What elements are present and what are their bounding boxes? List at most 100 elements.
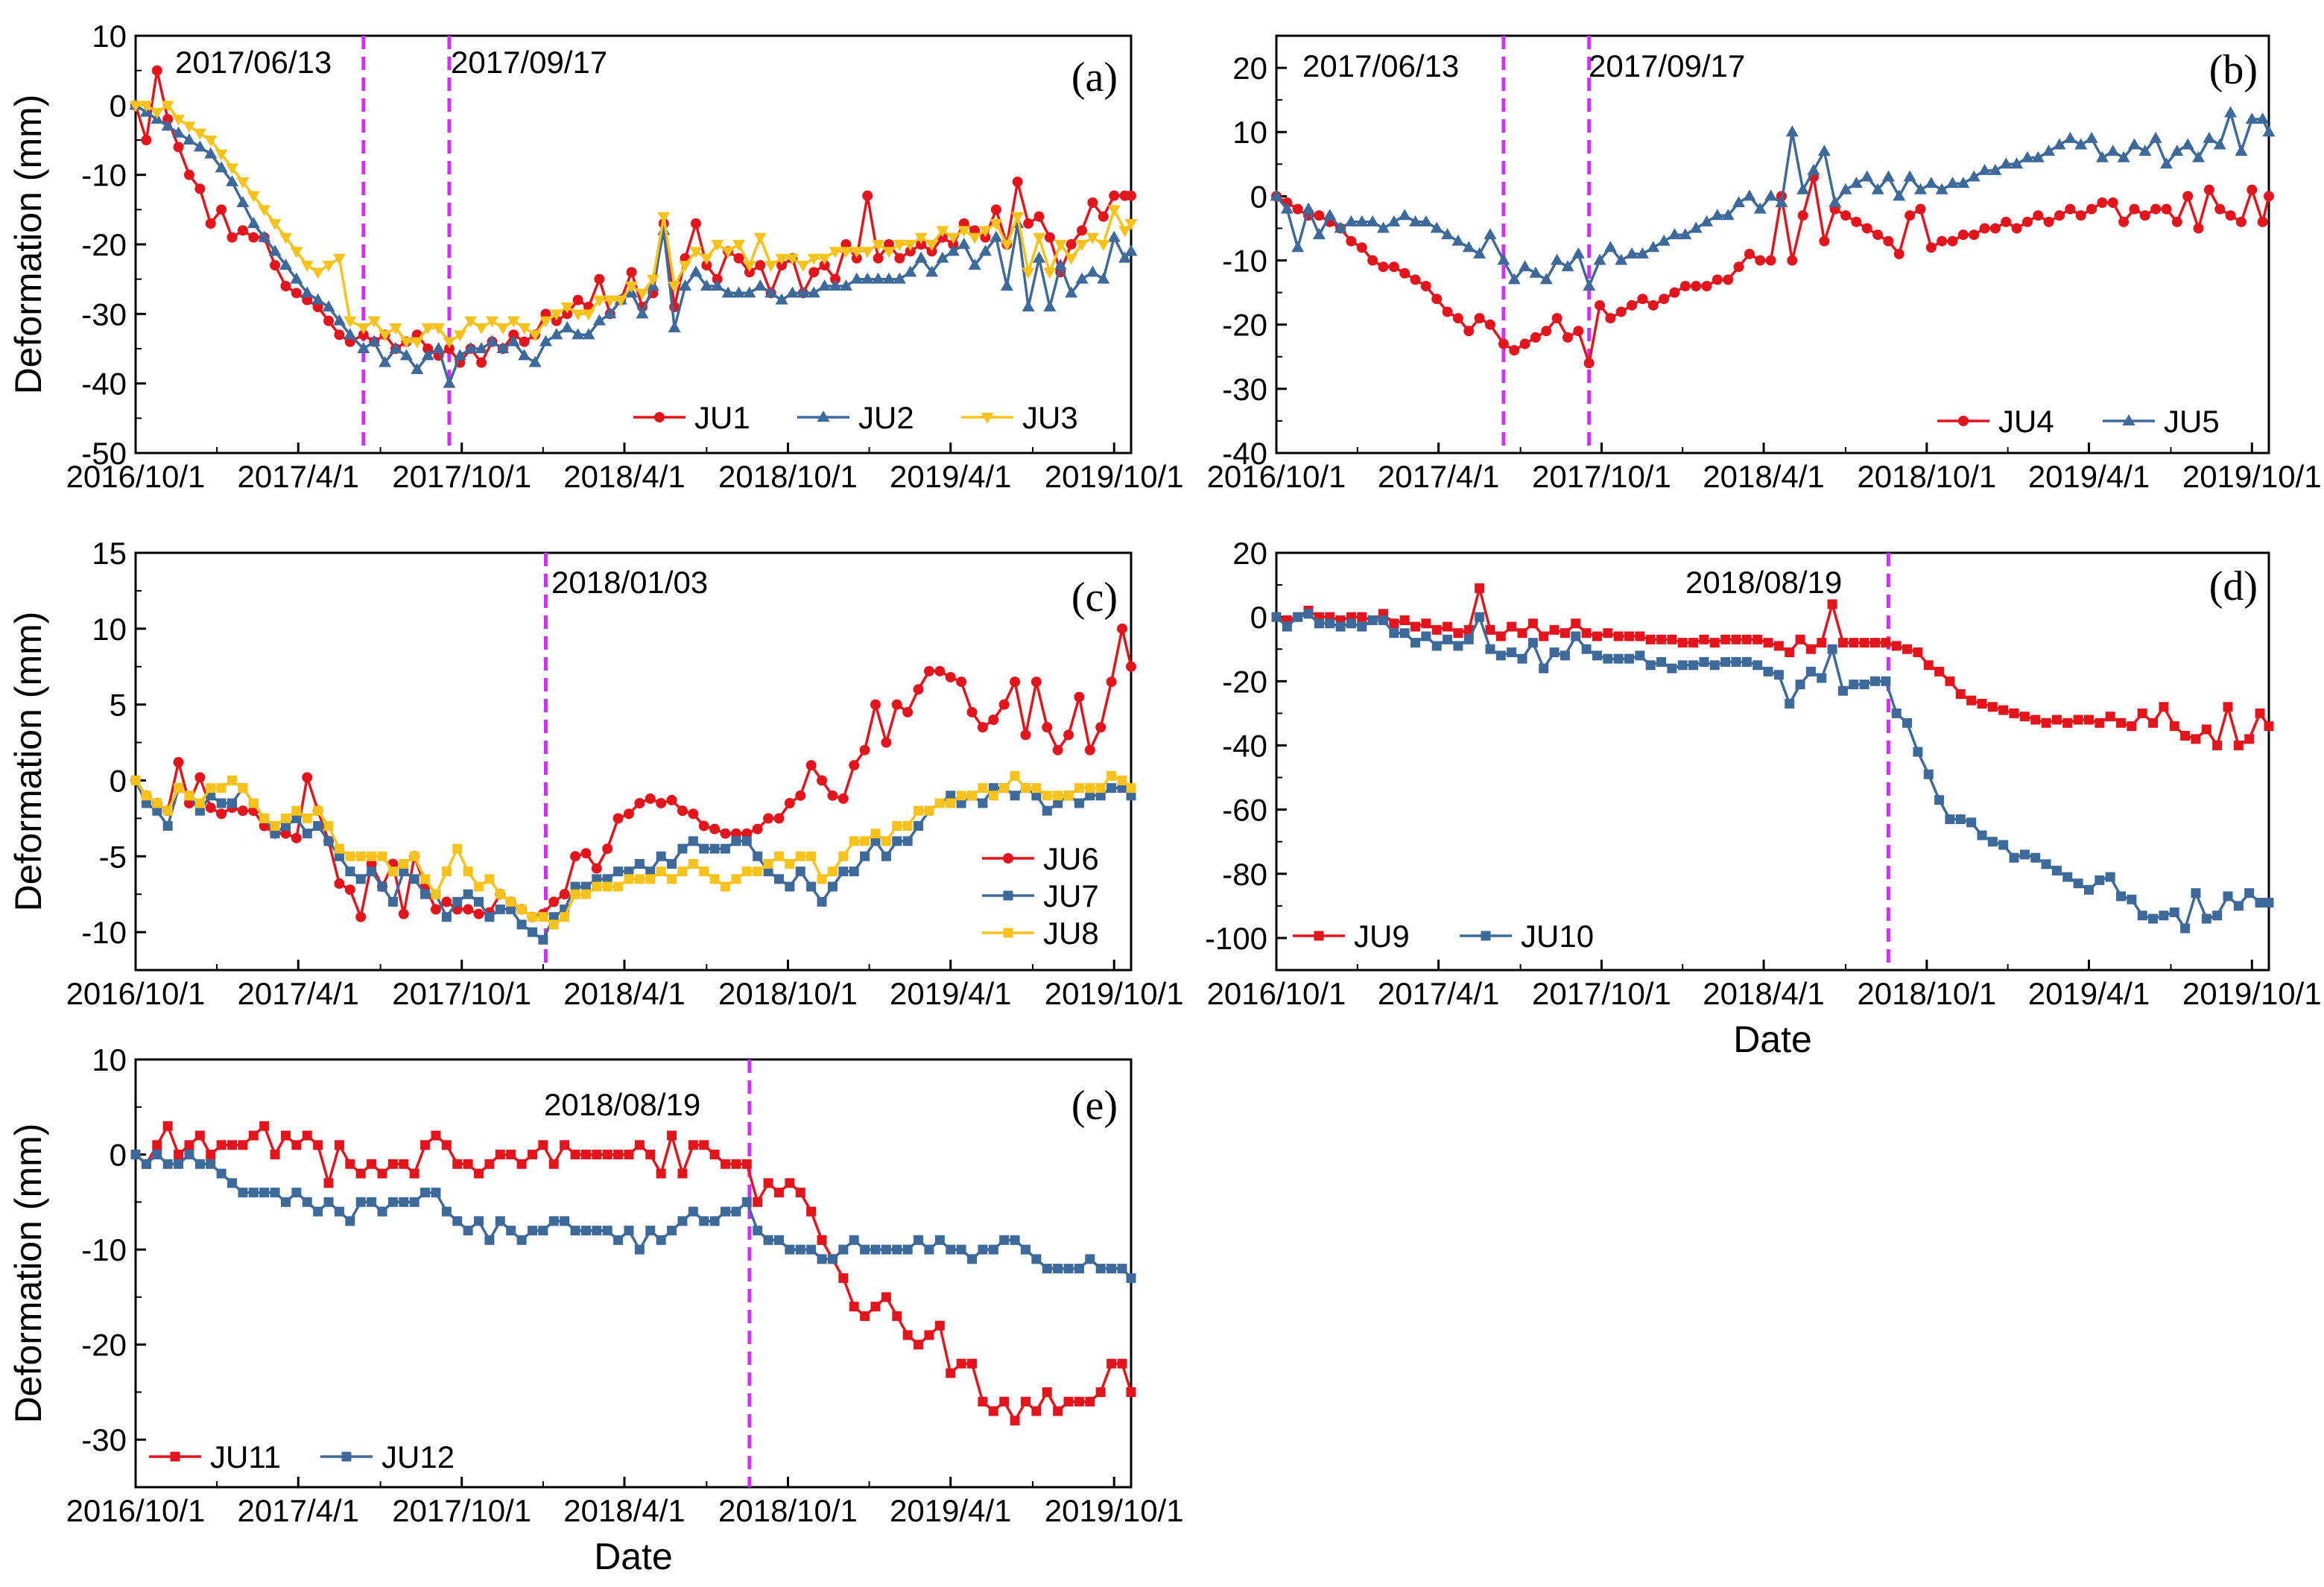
data-point bbox=[956, 1358, 966, 1369]
data-point bbox=[763, 867, 773, 877]
y-axis-title: Deformation (mm) bbox=[7, 1124, 49, 1424]
data-point bbox=[1106, 1264, 1117, 1274]
data-point bbox=[773, 1188, 784, 1198]
data-point bbox=[1669, 287, 1680, 298]
data-point bbox=[1095, 1264, 1106, 1274]
data-point bbox=[870, 1244, 881, 1255]
data-point bbox=[431, 1130, 441, 1141]
data-point bbox=[741, 828, 753, 839]
data-point bbox=[313, 1140, 323, 1150]
data-point bbox=[829, 279, 842, 291]
data-point bbox=[2180, 923, 2191, 934]
data-point bbox=[270, 821, 280, 831]
data-point bbox=[1785, 647, 1795, 658]
data-point bbox=[2051, 715, 2062, 725]
data-point bbox=[1625, 247, 1638, 259]
data-point bbox=[1998, 705, 2009, 715]
data-point bbox=[475, 342, 488, 353]
data-point bbox=[645, 1226, 656, 1236]
data-point bbox=[604, 295, 617, 307]
data-point bbox=[2009, 708, 2019, 718]
data-point bbox=[656, 867, 666, 877]
data-point bbox=[1302, 202, 1315, 214]
data-point bbox=[441, 912, 452, 922]
data-point bbox=[2191, 734, 2201, 744]
data-point bbox=[626, 267, 637, 278]
data-point bbox=[1627, 300, 1638, 311]
data-point bbox=[2171, 216, 2182, 227]
y-tick-label: -20 bbox=[1222, 664, 1267, 699]
y-tick-label: 10 bbox=[92, 612, 127, 647]
data-point bbox=[1010, 677, 1021, 688]
data-point bbox=[1085, 783, 1095, 794]
data-point bbox=[1763, 638, 1773, 648]
data-point bbox=[677, 1216, 688, 1226]
data-point bbox=[2214, 203, 2226, 215]
data-point bbox=[1541, 326, 1552, 337]
data-point bbox=[550, 309, 563, 321]
data-point bbox=[2203, 131, 2216, 143]
data-point bbox=[709, 823, 721, 834]
data-point bbox=[882, 247, 896, 259]
data-point bbox=[604, 307, 617, 319]
data-point bbox=[1107, 205, 1121, 217]
y-tick-label: 5 bbox=[110, 688, 127, 723]
data-point bbox=[1399, 615, 1410, 625]
data-point bbox=[2137, 910, 2147, 921]
data-point bbox=[1498, 338, 1509, 349]
data-point bbox=[646, 274, 659, 286]
data-point bbox=[1817, 673, 1827, 683]
data-point bbox=[1689, 221, 1703, 233]
data-point bbox=[1323, 209, 1337, 221]
data-point bbox=[1023, 218, 1034, 229]
data-point bbox=[560, 1140, 570, 1150]
data-point bbox=[936, 251, 949, 263]
data-point bbox=[484, 1159, 495, 1169]
data-point bbox=[2021, 216, 2033, 227]
data-point bbox=[1484, 228, 1497, 240]
data-point bbox=[1053, 1264, 1063, 1274]
data-point bbox=[2247, 184, 2258, 195]
data-point bbox=[731, 836, 741, 846]
data-point bbox=[559, 889, 570, 900]
data-point bbox=[752, 823, 763, 834]
data-point bbox=[817, 1254, 827, 1264]
data-point bbox=[980, 232, 991, 243]
data-point bbox=[216, 783, 227, 794]
data-point bbox=[1475, 583, 1485, 593]
data-point bbox=[2083, 715, 2094, 725]
data-point bbox=[1659, 294, 1670, 305]
y-tick-label: -30 bbox=[81, 1422, 127, 1457]
data-point bbox=[753, 851, 763, 861]
data-point bbox=[334, 1206, 344, 1217]
data-point bbox=[1989, 163, 2002, 175]
data-point bbox=[1902, 644, 1913, 654]
data-point bbox=[2255, 708, 2265, 718]
data-point bbox=[1731, 634, 1741, 644]
data-point bbox=[624, 1226, 634, 1236]
data-point bbox=[1871, 183, 1884, 194]
data-point bbox=[978, 1244, 988, 1255]
data-point bbox=[2117, 151, 2130, 162]
data-point bbox=[688, 1140, 698, 1150]
series-ju10 bbox=[1271, 609, 2274, 934]
data-point bbox=[839, 279, 852, 291]
data-point bbox=[141, 791, 151, 801]
data-point bbox=[1796, 183, 1810, 194]
y-tick-label: -40 bbox=[1222, 728, 1267, 763]
data-point bbox=[2097, 197, 2108, 208]
data-point bbox=[216, 1140, 227, 1150]
data-point bbox=[1624, 653, 1634, 664]
x-tick-label: 2018/4/1 bbox=[563, 459, 686, 494]
data-point bbox=[753, 1226, 763, 1236]
data-point bbox=[1817, 638, 1827, 648]
data-point bbox=[2161, 203, 2172, 215]
data-point bbox=[1967, 170, 1981, 182]
data-point bbox=[925, 240, 939, 251]
data-point bbox=[2137, 708, 2147, 718]
data-point bbox=[1292, 203, 1303, 215]
data-point bbox=[934, 665, 946, 677]
data-point bbox=[1032, 232, 1045, 244]
data-point bbox=[699, 1140, 709, 1150]
